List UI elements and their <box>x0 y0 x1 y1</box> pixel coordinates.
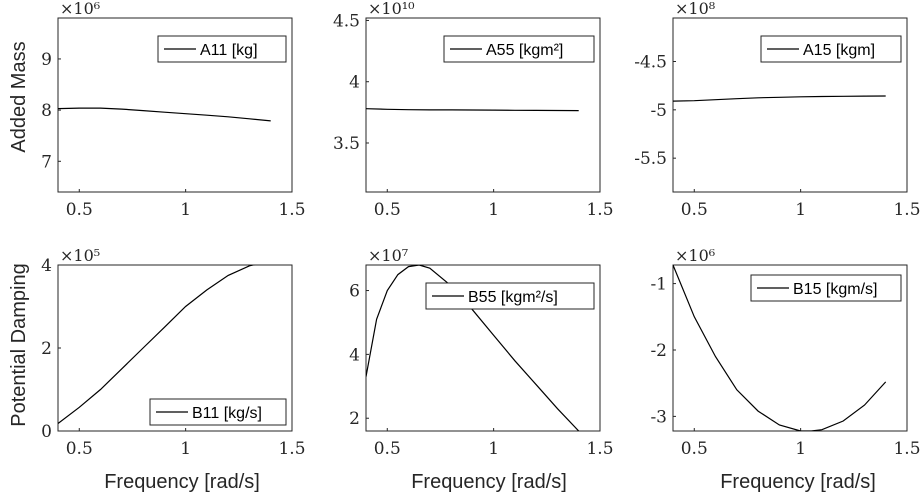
y-tick-label-b55-0: 2 <box>349 409 360 429</box>
y-tick-label-b55-2: 6 <box>349 282 360 302</box>
x-tick-label-a11-0: 0.5 <box>66 200 93 220</box>
plot-area-a55 <box>365 17 601 193</box>
x-tick-label-a11-2: 1.5 <box>278 200 305 220</box>
y-tick-label-a55-0: 3.5 <box>333 134 360 154</box>
y-exponent-a15: ×10⁸ <box>675 0 715 18</box>
x-tick-label-a15-1: 1 <box>795 200 806 220</box>
legend-a15: A15 [kgm] <box>760 35 902 63</box>
x-axis-label-col3: Frequency [rad/s] <box>720 471 876 493</box>
y-tick-label-a11-0: 7 <box>41 152 52 172</box>
x-tick-label-b15-2: 1.5 <box>893 439 920 459</box>
x-tick-label-b55-2: 1.5 <box>586 439 613 459</box>
panel-b55: 0.5 1 1.5 2 4 6 ×10⁷ B55 [kgm²/s] <box>349 246 613 459</box>
legend-label-b55: B55 [kgm²/s] <box>468 289 558 306</box>
plot-area-b55 <box>365 264 601 432</box>
series-line-a11 <box>58 107 271 122</box>
plot-area-a11 <box>57 17 293 193</box>
y-tick-label-a11-1: 8 <box>41 101 52 121</box>
y-tick-label-b15-1: -2 <box>650 341 667 361</box>
plot-area-a15 <box>672 17 908 193</box>
x-tick-label-a55-1: 1 <box>488 200 499 220</box>
series-line-b55 <box>366 265 580 431</box>
y-exponent-b15: ×10⁶ <box>675 246 715 265</box>
x-tick-label-b15-1: 1 <box>795 439 806 459</box>
x-tick-label-a55-0: 0.5 <box>374 200 401 220</box>
y-tick-label-a55-2: 4.5 <box>333 11 360 31</box>
y-tick-label-a15-1: -5 <box>650 101 667 121</box>
legend-a11: A11 [kg] <box>157 35 287 63</box>
row-label-potential-damping: Potential Damping <box>8 263 30 426</box>
panel-b11: 0.5 1 1.5 0 2 4 ×10⁵ B11 [kg/s] <box>41 246 305 459</box>
panel-a15: 0.5 1 1.5 -5.5 -5 -4.5 ×10⁸ A15 [kgm] <box>634 0 920 220</box>
row-label-added-mass: Added Mass <box>8 41 30 152</box>
legend-label-a15: A15 [kgm] <box>803 42 875 59</box>
legend-label-b15: B15 [kgm/s] <box>793 281 877 298</box>
legend-label-a11: A11 [kg] <box>200 42 258 59</box>
series-line-a15 <box>673 95 886 102</box>
x-tick-label-b15-0: 0.5 <box>681 439 708 459</box>
y-tick-label-b11-2: 4 <box>41 256 52 276</box>
legend-b55: B55 [kgm²/s] <box>425 282 595 310</box>
x-tick-label-a11-1: 1 <box>180 200 191 220</box>
panel-a11: 0.5 1 1.5 7 8 9 ×10⁶ A11 [kg] <box>41 0 305 220</box>
y-tick-label-b11-1: 2 <box>41 339 52 359</box>
x-tick-label-b11-1: 1 <box>180 439 191 459</box>
y-tick-label-a55-1: 4 <box>349 73 360 93</box>
x-axis-label-col2: Frequency [rad/s] <box>411 471 567 493</box>
x-tick-label-a15-2: 1.5 <box>893 200 920 220</box>
y-exponent-b11: ×10⁵ <box>60 246 100 265</box>
legend-label-a55: A55 [kgm²] <box>486 42 563 59</box>
legend-label-b11: B11 [kg/s] <box>192 405 262 422</box>
x-tick-label-b11-0: 0.5 <box>66 439 93 459</box>
panel-a55: 0.5 1 1.5 3.5 4 4.5 ×10¹⁰ A55 [kgm²] <box>333 0 614 220</box>
series-line-a55 <box>366 108 579 112</box>
y-tick-label-b15-2: -1 <box>650 275 667 295</box>
y-tick-label-a11-2: 9 <box>41 50 52 70</box>
panel-b15: 0.5 1 1.5 -3 -2 -1 ×10⁶ B15 [kgm/s] <box>650 246 920 459</box>
legend-b11: B11 [kg/s] <box>149 398 287 426</box>
x-tick-label-b11-2: 1.5 <box>278 439 305 459</box>
series-line-b11 <box>58 265 256 424</box>
series-line-b15 <box>673 265 887 431</box>
x-tick-label-a15-0: 0.5 <box>681 200 708 220</box>
x-tick-label-b55-1: 1 <box>488 439 499 459</box>
x-tick-label-a55-2: 1.5 <box>586 200 613 220</box>
plot-area-b15 <box>672 264 908 432</box>
y-tick-label-b55-1: 4 <box>349 345 360 365</box>
legend-b15: B15 [kgm/s] <box>750 274 902 302</box>
y-exponent-a55: ×10¹⁰ <box>368 0 415 18</box>
y-tick-label-b15-0: -3 <box>650 407 667 427</box>
y-tick-label-a15-2: -4.5 <box>634 53 667 73</box>
y-exponent-a11: ×10⁶ <box>60 0 100 18</box>
legend-a55: A55 [kgm²] <box>443 35 595 63</box>
y-tick-label-a15-0: -5.5 <box>634 149 667 169</box>
x-axis-label-col1: Frequency [rad/s] <box>104 471 260 493</box>
y-exponent-b55: ×10⁷ <box>368 246 408 265</box>
y-tick-label-b11-0: 0 <box>41 422 52 442</box>
x-tick-label-b55-0: 0.5 <box>374 439 401 459</box>
